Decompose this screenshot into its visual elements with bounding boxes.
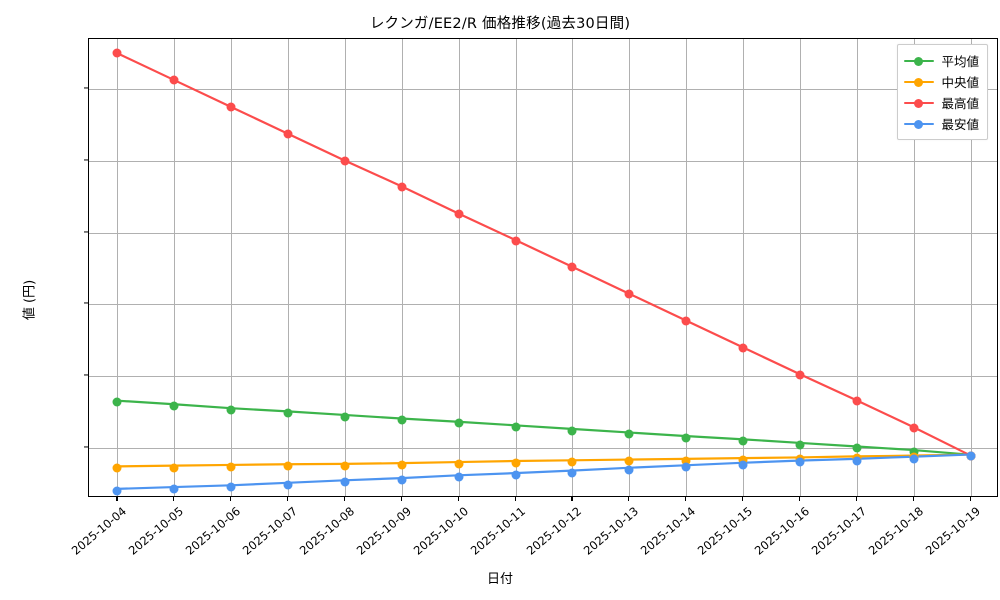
x-axis-label: 日付 (486, 572, 513, 587)
gridline-vertical (117, 39, 119, 496)
x-axis-tick-mark (685, 497, 687, 501)
x-axis-tick-label: 2025-10-14 (637, 504, 699, 558)
gridline-vertical (743, 39, 745, 496)
gridline-horizontal (89, 447, 997, 449)
y-axis-tick-mark (84, 302, 88, 304)
x-axis-tick-label: 2025-10-04 (69, 504, 130, 558)
gridline-vertical (629, 39, 631, 496)
x-axis-tick-label: 2025-10-07 (239, 504, 301, 558)
x-axis-tick-mark (855, 497, 857, 501)
legend-label: 最安値 (941, 117, 979, 132)
plot-area (88, 38, 998, 497)
gridline-horizontal (89, 304, 997, 306)
legend-swatch-icon (904, 97, 935, 109)
legend-label: 平均値 (941, 54, 979, 69)
legend-dot-icon (914, 77, 924, 87)
y-axis-tick-mark (84, 87, 88, 89)
y-axis-tick-mark (84, 374, 88, 376)
x-axis-tick-mark (798, 497, 801, 501)
gridline-horizontal (89, 376, 997, 378)
gridline-vertical (686, 39, 688, 496)
x-axis-tick-mark (457, 497, 459, 501)
legend-item-2[interactable]: 最高値 (904, 92, 979, 113)
legend-item-1[interactable]: 中央値 (904, 71, 979, 92)
x-axis-tick-label: 2025-10-17 (808, 504, 869, 558)
legend-swatch-icon (904, 118, 935, 130)
gridline-vertical (288, 39, 290, 496)
series-line-3 (116, 453, 970, 490)
x-axis-tick-label: 2025-10-19 (922, 504, 983, 558)
legend-swatch-icon (904, 76, 935, 88)
x-axis-tick-mark (742, 497, 744, 501)
x-axis-tick-label: 2025-10-15 (694, 504, 756, 558)
y-axis-tick-mark (84, 159, 88, 161)
x-axis-tick-mark (400, 497, 402, 501)
x-axis-tick-mark (514, 497, 516, 501)
legend-item-3[interactable]: 最安値 (904, 113, 979, 134)
x-axis-tick-label: 2025-10-09 (353, 504, 414, 558)
x-axis-tick-mark (571, 497, 573, 501)
x-axis-tick-label: 2025-10-11 (467, 504, 528, 558)
gridline-vertical (231, 39, 233, 496)
gridline-horizontal (89, 89, 997, 91)
legend-label: 中央値 (941, 75, 979, 90)
x-axis-tick-label: 2025-10-18 (865, 504, 926, 558)
y-axis-tick-mark (84, 446, 88, 448)
x-axis-tick-label: 2025-10-08 (296, 504, 357, 558)
gridline-vertical (401, 39, 403, 496)
x-axis-tick-mark (343, 497, 346, 501)
legend-dot-icon (914, 56, 924, 66)
x-axis-tick-label: 2025-10-16 (751, 504, 812, 558)
gridline-horizontal (89, 160, 997, 162)
gridline-vertical (174, 39, 176, 496)
x-axis-tick-label: 2025-10-13 (581, 504, 642, 558)
x-axis-tick-mark (116, 497, 118, 501)
legend-dot-icon (914, 98, 924, 108)
gridline-vertical (515, 39, 517, 496)
legend[interactable]: 平均値中央値最高値最安値 (897, 44, 988, 140)
x-axis-tick-mark (173, 497, 175, 501)
gridline-vertical (458, 39, 460, 496)
x-axis-tick-label: 2025-10-12 (524, 504, 585, 558)
x-axis-tick-label: 2025-10-10 (410, 504, 471, 558)
series-line-0 (116, 399, 970, 456)
gridline-vertical (913, 39, 915, 496)
x-axis-tick-mark (969, 497, 971, 501)
x-axis-tick-mark (628, 497, 630, 501)
series-line-1 (116, 453, 970, 468)
gridline-vertical (344, 39, 346, 496)
legend-swatch-icon (904, 55, 935, 67)
series-lines (116, 52, 970, 490)
x-axis-tick-mark (912, 497, 914, 501)
page-title: レクンガ/EE2/R 価格推移(過去30日間) (369, 16, 631, 32)
gridline-vertical (970, 39, 972, 496)
y-axis-tick-mark (84, 231, 88, 233)
legend-item-0[interactable]: 平均値 (904, 50, 979, 71)
gridline-vertical (856, 39, 858, 496)
x-axis-tick-label: 2025-10-06 (182, 504, 244, 558)
x-axis-tick-label: 2025-10-05 (126, 504, 187, 558)
x-axis-tick-mark (287, 497, 289, 501)
y-axis-label: 値 (円) (22, 279, 38, 321)
gridline-vertical (799, 39, 801, 496)
legend-label: 最高値 (941, 96, 979, 111)
legend-dot-icon (914, 119, 924, 129)
series-line-2 (116, 52, 970, 456)
x-axis-tick-mark (230, 497, 232, 501)
gridline-horizontal (89, 232, 997, 234)
